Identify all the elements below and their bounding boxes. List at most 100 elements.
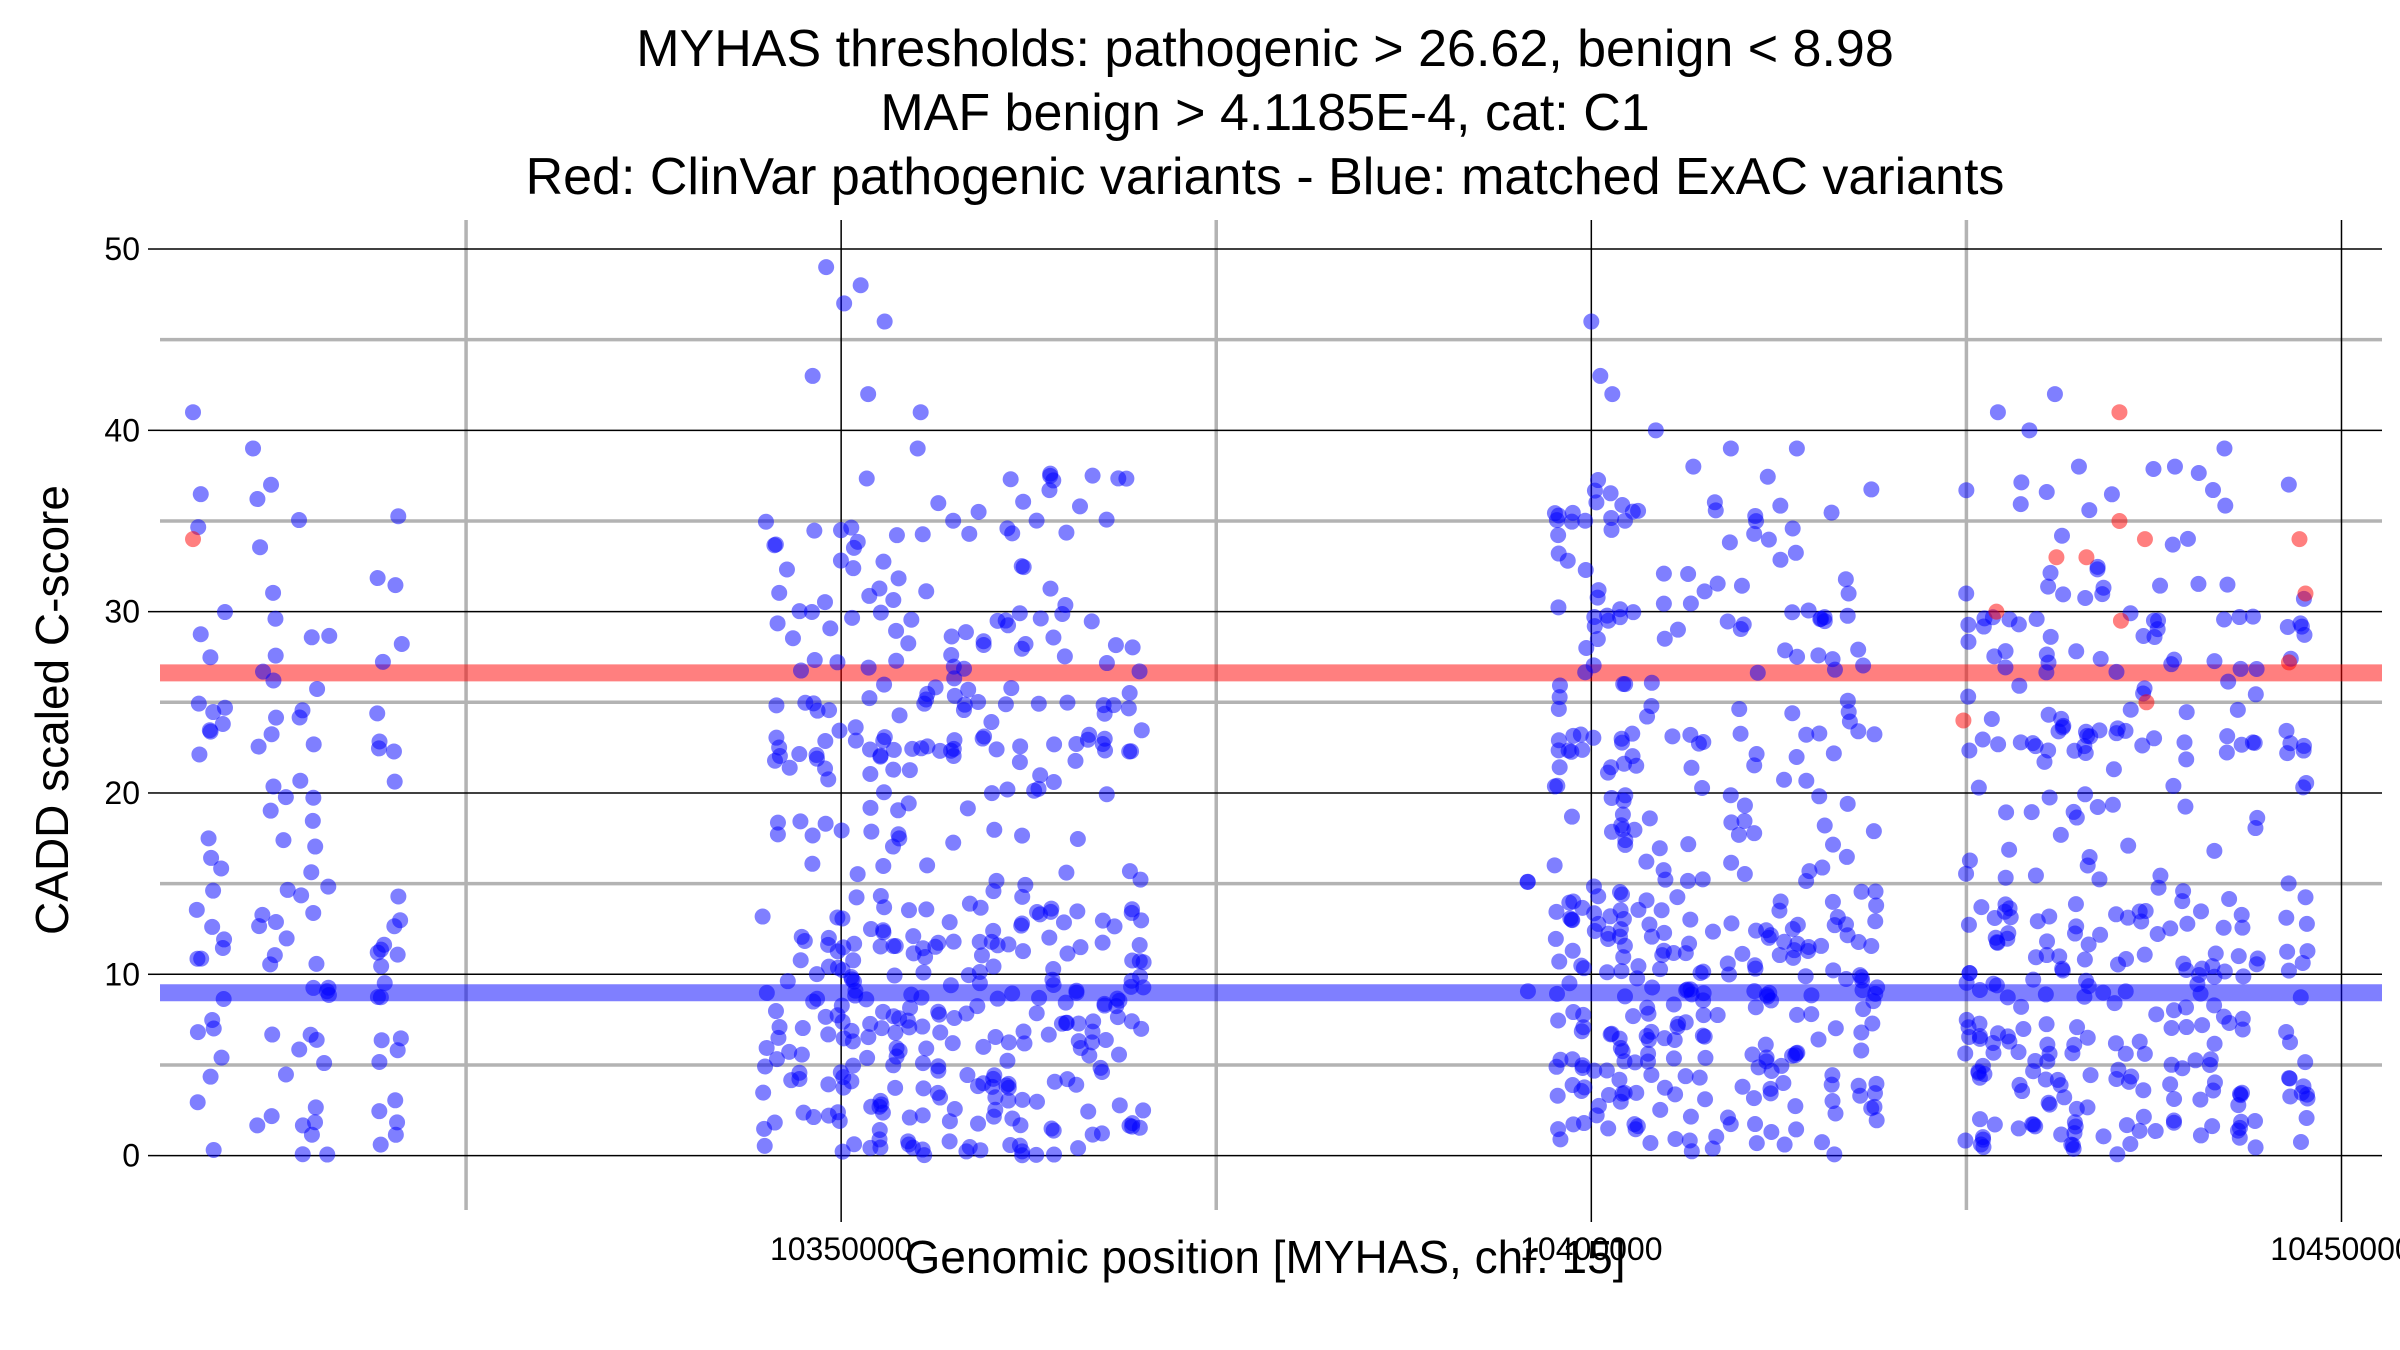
exac-variant-point xyxy=(1056,648,1073,665)
exac-variant-point xyxy=(1788,440,1805,457)
exac-variant-point xyxy=(2021,422,2038,439)
exac-variant-point xyxy=(1094,912,1111,929)
exac-variant-point xyxy=(1012,1117,1029,1134)
exac-variant-point xyxy=(1736,813,1753,830)
exac-variant-point xyxy=(1011,754,1028,771)
exac-variant-point xyxy=(1014,827,1031,844)
exac-variant-point xyxy=(1046,1146,1063,1163)
exac-variant-point xyxy=(946,1010,963,1027)
exac-variant-point xyxy=(1974,731,1991,748)
exac-variant-point xyxy=(1046,736,1063,753)
exac-variant-point xyxy=(941,914,958,931)
exac-variant-point xyxy=(1868,897,1885,914)
exac-variant-point xyxy=(1730,826,1747,843)
exac-variant-point xyxy=(905,945,922,962)
exac-variant-point xyxy=(2217,497,2234,514)
exac-variant-point xyxy=(1758,1049,1775,1066)
exac-variant-point xyxy=(2201,1056,2218,1073)
exac-variant-point xyxy=(970,1115,987,1132)
exac-variant-point xyxy=(205,1020,222,1037)
exac-variant-point xyxy=(2206,842,2223,859)
exac-variant-point xyxy=(308,1031,325,1048)
exac-variant-point xyxy=(1590,472,1607,489)
exac-variant-point xyxy=(1641,916,1658,933)
exac-variant-point xyxy=(1639,708,1656,725)
exac-variant-point xyxy=(918,691,935,708)
exac-variant-point xyxy=(1999,989,2016,1006)
exac-variant-point xyxy=(1069,831,1086,848)
exac-variant-point xyxy=(1837,916,1854,933)
exac-variant-point xyxy=(1583,313,1600,330)
exac-variant-point xyxy=(781,759,798,776)
exac-variant-point xyxy=(2216,963,2233,980)
exac-variant-point xyxy=(2118,1117,2135,1134)
exac-variant-point xyxy=(1585,729,1602,746)
exac-variant-point xyxy=(1961,742,1978,759)
exac-variant-point xyxy=(795,1104,812,1121)
exac-variant-point xyxy=(1013,917,1030,934)
exac-variant-point xyxy=(779,973,796,990)
exac-variant-point xyxy=(1067,752,1084,769)
exac-variant-point xyxy=(1598,1062,1615,1079)
exac-variant-point xyxy=(320,878,337,895)
exac-variant-point xyxy=(191,746,208,763)
exac-variant-point xyxy=(1732,725,1749,742)
exac-variant-point xyxy=(1612,609,1629,626)
exac-variant-point xyxy=(1734,1078,1751,1095)
exac-variant-point xyxy=(1972,1111,1989,1128)
exac-variant-point xyxy=(2174,893,2191,910)
exac-variant-point xyxy=(1563,743,1580,760)
exac-variant-point xyxy=(389,1114,406,1131)
exac-variant-point xyxy=(1133,1020,1150,1037)
exac-variant-point xyxy=(1723,814,1740,831)
exac-variant-point xyxy=(861,587,878,604)
exac-variant-point xyxy=(1642,1134,1659,1151)
exac-variant-point xyxy=(1549,985,1566,1002)
exac-variant-point xyxy=(1814,1134,1831,1151)
exac-variant-point xyxy=(875,553,892,570)
exac-variant-point xyxy=(277,1066,294,1083)
exac-variant-point xyxy=(267,647,284,664)
exac-variant-point xyxy=(1614,1085,1631,1102)
exac-variant-point xyxy=(891,707,908,724)
exac-variant-point xyxy=(2282,735,2299,752)
exac-variant-point xyxy=(847,732,864,749)
exac-variant-point xyxy=(915,964,932,981)
exac-variant-point xyxy=(1565,1004,1582,1021)
exac-variant-point xyxy=(1811,788,1828,805)
exac-variant-point xyxy=(2298,915,2315,932)
exac-variant-point xyxy=(2080,936,2097,953)
clinvar-variant-point xyxy=(2138,694,2155,711)
exac-variant-point xyxy=(1626,821,1643,838)
exac-variant-point xyxy=(1651,840,1668,857)
exac-variant-point xyxy=(1072,1039,1089,1056)
exac-variant-point xyxy=(783,1072,800,1089)
exac-variant-point xyxy=(205,704,222,721)
exac-variant-point xyxy=(1865,993,1882,1010)
exac-variant-point xyxy=(2042,628,2059,645)
exac-variant-point xyxy=(1096,705,1113,722)
exac-variant-point xyxy=(1853,1042,1870,1059)
exac-variant-point xyxy=(987,1101,1004,1118)
exac-variant-point xyxy=(831,1112,848,1129)
exac-variant-point xyxy=(1611,1030,1628,1047)
exac-variant-point xyxy=(215,990,232,1007)
exac-variant-point xyxy=(1550,545,1567,562)
exac-variant-point xyxy=(2192,1127,2209,1144)
exac-variant-point xyxy=(808,966,825,983)
exac-variant-point xyxy=(1070,1140,1087,1157)
exac-variant-point xyxy=(1576,1079,1593,1096)
exac-variant-point xyxy=(202,1068,219,1085)
exac-variant-point xyxy=(1120,700,1137,717)
exac-variant-point xyxy=(1045,629,1062,646)
exac-variant-point xyxy=(2248,660,2265,677)
exac-variant-point xyxy=(1998,804,2015,821)
exac-variant-point xyxy=(1604,386,1621,403)
exac-variant-point xyxy=(1111,1097,1128,1114)
exac-variant-point xyxy=(1097,1032,1114,1049)
exac-variant-point xyxy=(1803,1006,1820,1023)
exac-variant-point xyxy=(371,1103,388,1120)
exac-variant-point xyxy=(1667,1086,1684,1103)
exac-variant-point xyxy=(373,1032,390,1049)
exac-variant-point xyxy=(2051,948,2068,965)
